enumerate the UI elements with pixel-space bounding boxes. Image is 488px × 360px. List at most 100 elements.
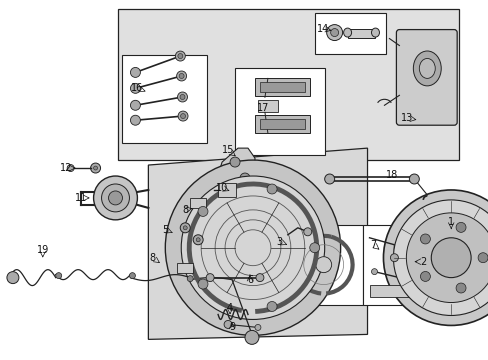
Circle shape — [187, 276, 193, 282]
Bar — [258, 100, 277, 112]
Circle shape — [176, 71, 186, 81]
Circle shape — [193, 235, 203, 245]
Circle shape — [383, 190, 488, 325]
Text: 16: 16 — [131, 84, 143, 93]
Circle shape — [130, 84, 140, 93]
Bar — [260, 119, 304, 129]
Circle shape — [130, 115, 140, 125]
Circle shape — [266, 301, 277, 311]
Circle shape — [179, 73, 183, 78]
Circle shape — [93, 166, 98, 170]
Circle shape — [455, 283, 465, 293]
Text: 17: 17 — [256, 103, 268, 113]
Text: 4: 4 — [226, 302, 233, 312]
Bar — [362, 225, 427, 305]
Circle shape — [206, 274, 214, 282]
Bar — [190, 198, 206, 208]
Polygon shape — [148, 148, 367, 339]
Circle shape — [178, 111, 188, 121]
Bar — [314, 13, 386, 54]
Circle shape — [178, 54, 183, 59]
Circle shape — [198, 279, 207, 289]
Circle shape — [67, 165, 74, 171]
Circle shape — [420, 234, 429, 244]
FancyBboxPatch shape — [396, 30, 456, 125]
Text: 8: 8 — [149, 253, 155, 263]
Ellipse shape — [419, 58, 434, 78]
Circle shape — [180, 113, 185, 118]
Bar — [235, 68, 324, 155]
Circle shape — [244, 330, 259, 345]
Bar — [254, 78, 309, 96]
Text: 5: 5 — [162, 225, 168, 235]
Circle shape — [303, 228, 311, 236]
Text: 15: 15 — [222, 145, 234, 155]
Circle shape — [180, 94, 184, 99]
Text: 3: 3 — [276, 237, 283, 247]
Circle shape — [93, 176, 137, 220]
Ellipse shape — [343, 28, 351, 37]
Circle shape — [240, 173, 249, 183]
Text: 18: 18 — [386, 170, 398, 180]
Circle shape — [177, 92, 187, 102]
Circle shape — [389, 254, 398, 262]
Text: 2: 2 — [419, 257, 426, 267]
Circle shape — [430, 238, 470, 278]
Circle shape — [181, 176, 324, 319]
Circle shape — [455, 222, 465, 232]
Text: 13: 13 — [401, 113, 413, 123]
Circle shape — [130, 67, 140, 77]
Bar — [177, 263, 193, 273]
Circle shape — [108, 191, 122, 205]
Circle shape — [56, 273, 61, 279]
Circle shape — [420, 271, 429, 282]
Polygon shape — [218, 148, 254, 195]
Circle shape — [90, 163, 101, 173]
Circle shape — [330, 28, 338, 37]
Text: 7: 7 — [369, 240, 376, 250]
Circle shape — [7, 272, 19, 284]
Circle shape — [254, 324, 261, 330]
Circle shape — [309, 243, 319, 253]
Bar — [218, 183, 236, 197]
Circle shape — [196, 238, 200, 242]
Circle shape — [393, 200, 488, 315]
Text: 14: 14 — [316, 24, 328, 33]
Text: 6: 6 — [246, 275, 252, 285]
Text: 12: 12 — [60, 163, 72, 173]
Circle shape — [130, 100, 140, 110]
Circle shape — [165, 160, 340, 336]
Circle shape — [198, 206, 207, 216]
Bar — [347, 28, 375, 37]
Circle shape — [408, 174, 419, 184]
Circle shape — [129, 273, 135, 279]
Bar — [254, 115, 309, 133]
Circle shape — [326, 24, 342, 41]
Circle shape — [175, 51, 185, 61]
Bar — [260, 82, 304, 92]
Circle shape — [324, 174, 334, 184]
Circle shape — [371, 269, 377, 275]
Bar — [118, 9, 458, 160]
Circle shape — [477, 253, 487, 263]
Circle shape — [183, 226, 187, 230]
Bar — [122, 55, 207, 143]
Text: 11: 11 — [74, 193, 86, 203]
Text: 10: 10 — [216, 183, 228, 193]
Text: 19: 19 — [37, 245, 49, 255]
Circle shape — [406, 213, 488, 302]
Circle shape — [102, 184, 129, 212]
Ellipse shape — [412, 51, 440, 86]
Circle shape — [266, 184, 277, 194]
Circle shape — [224, 320, 232, 328]
Text: 9: 9 — [228, 323, 235, 332]
Circle shape — [229, 157, 240, 167]
Circle shape — [255, 274, 264, 282]
Circle shape — [180, 223, 190, 233]
Ellipse shape — [371, 28, 379, 37]
Bar — [285, 225, 362, 305]
Text: 8: 8 — [182, 205, 188, 215]
Circle shape — [315, 257, 331, 273]
Text: 1: 1 — [447, 217, 453, 227]
Bar — [369, 285, 413, 297]
